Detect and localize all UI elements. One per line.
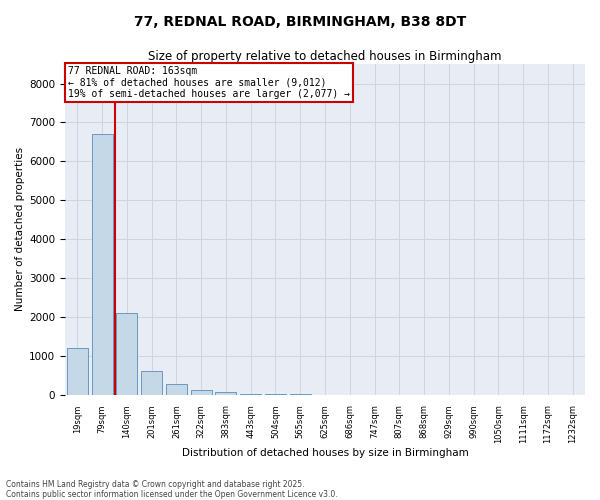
Text: Contains HM Land Registry data © Crown copyright and database right 2025.
Contai: Contains HM Land Registry data © Crown c… (6, 480, 338, 499)
Bar (141, 370, 162, 394)
Bar (116, 313, 137, 394)
Y-axis label: Number of detached properties: Number of detached properties (15, 148, 25, 312)
Bar (166, 384, 187, 394)
Bar (67, 348, 88, 395)
Title: Size of property relative to detached houses in Birmingham: Size of property relative to detached ho… (148, 50, 502, 63)
Bar (191, 390, 212, 394)
Bar (215, 392, 236, 394)
X-axis label: Distribution of detached houses by size in Birmingham: Distribution of detached houses by size … (182, 448, 469, 458)
Bar (92, 134, 113, 394)
Text: 77 REDNAL ROAD: 163sqm
← 81% of detached houses are smaller (9,012)
19% of semi-: 77 REDNAL ROAD: 163sqm ← 81% of detached… (68, 66, 350, 99)
Text: 77, REDNAL ROAD, BIRMINGHAM, B38 8DT: 77, REDNAL ROAD, BIRMINGHAM, B38 8DT (134, 15, 466, 29)
